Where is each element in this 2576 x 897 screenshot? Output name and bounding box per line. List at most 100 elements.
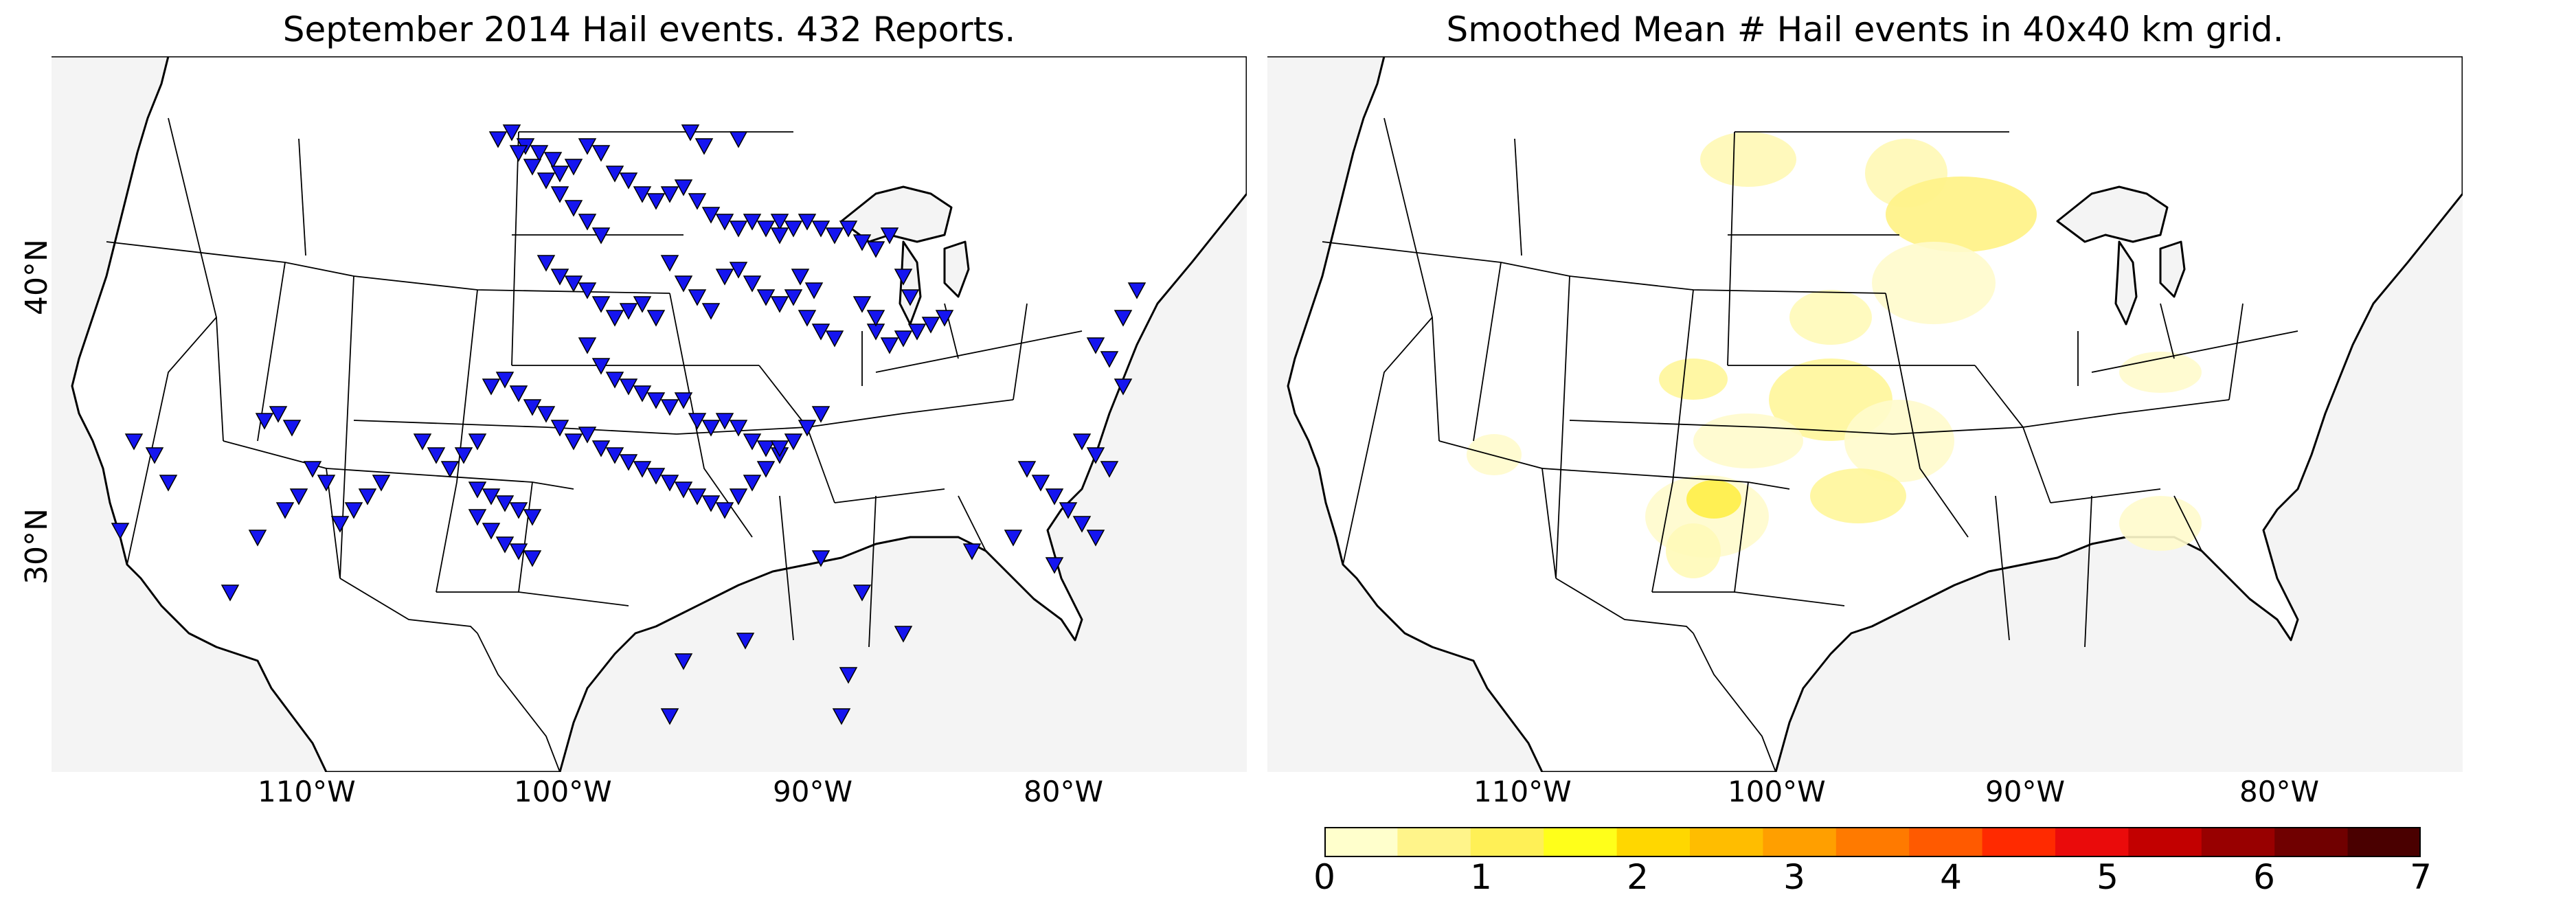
hail-report-marker — [427, 447, 446, 464]
hail-report-marker — [605, 372, 624, 389]
hail-report-marker — [770, 296, 789, 313]
hail-report-marker — [282, 420, 302, 437]
hail-report-marker — [536, 406, 556, 423]
hail-report-marker — [701, 420, 721, 437]
colorbar-segment — [2347, 827, 2421, 857]
hail-report-marker — [468, 509, 487, 526]
hail-report-marker — [523, 509, 542, 526]
hail-report-marker — [784, 289, 803, 306]
hail-report-marker — [372, 475, 391, 492]
hail-report-marker — [482, 523, 501, 540]
colorbar-segment — [1835, 827, 1910, 857]
left-lon-label-110w: 110°W — [258, 775, 356, 808]
colorbar-segment — [2128, 827, 2202, 857]
colorbar-segment — [1616, 827, 1691, 857]
hail-report-marker — [756, 220, 776, 238]
hail-report-marker — [798, 310, 817, 327]
right-lon-label-80w: 80°W — [2239, 775, 2319, 808]
hail-report-marker — [1004, 530, 1023, 547]
left-map-state-borders — [106, 117, 1083, 772]
right-panel-title: Smoothed Mean # Hail events in 40x40 km … — [1446, 10, 2284, 49]
left-lon-label-100w: 100°W — [514, 775, 612, 808]
hail-report-marker — [550, 166, 569, 183]
hail-report-marker — [1031, 475, 1050, 492]
hail-report-marker — [791, 269, 810, 286]
hail-report-marker — [221, 584, 240, 602]
hail-report-marker — [358, 488, 377, 506]
lat-label-30n: 30°N — [19, 508, 54, 584]
hail-report-marker — [880, 227, 899, 245]
hail-report-marker — [756, 461, 776, 478]
hail-report-marker — [674, 653, 693, 670]
colorbar-segment — [2055, 827, 2129, 857]
hail-report-marker — [564, 200, 583, 217]
hail-report-marker — [729, 488, 748, 506]
hail-report-marker — [145, 447, 164, 464]
hail-report-marker — [536, 172, 556, 190]
hail-report-marker — [715, 413, 734, 430]
hail-report-marker — [729, 131, 748, 148]
colorbar-segment — [1470, 827, 1544, 857]
hail-report-marker — [1114, 378, 1133, 396]
hail-report-marker — [901, 289, 920, 306]
hail-report-marker — [743, 214, 762, 231]
right-map-state-borders — [1322, 117, 2298, 772]
hail-report-marker — [811, 406, 831, 423]
hail-report-marker — [907, 323, 927, 341]
hail-report-marker — [756, 440, 776, 457]
hail-report-marker — [729, 220, 748, 238]
hail-report-marker — [1100, 351, 1119, 368]
hail-report-marker — [482, 378, 501, 396]
hail-report-marker — [578, 427, 597, 444]
hail-report-marker — [317, 475, 336, 492]
left-panel-title: September 2014 Hail events. 432 Reports. — [282, 10, 1016, 49]
hail-report-marker — [839, 667, 858, 684]
colorbar-segment — [2201, 827, 2275, 857]
hail-report-marker — [880, 337, 899, 354]
hail-report-marker — [530, 145, 549, 162]
hail-report-marker — [550, 186, 569, 203]
colorbar-segment — [1763, 827, 1837, 857]
hail-report-marker — [413, 433, 432, 451]
left-map — [52, 56, 1247, 772]
colorbar-segment — [1909, 827, 1983, 857]
hail-report-marker — [715, 502, 734, 519]
colorbar-segment — [1324, 827, 1398, 857]
hail-report-marker — [536, 255, 556, 272]
hail-report-marker — [811, 550, 831, 567]
hail-report-marker — [825, 330, 844, 348]
hail-report-marker — [495, 495, 515, 512]
hail-report-marker — [674, 392, 693, 409]
hail-report-marker — [289, 488, 308, 506]
hail-report-marker — [468, 433, 487, 451]
hail-report-marker — [852, 584, 872, 602]
left-map-land — [52, 56, 1247, 772]
hail-report-marker — [591, 440, 611, 457]
smoothed-hail-density — [1467, 132, 2202, 578]
hail-report-marker — [591, 227, 611, 245]
hail-report-marker — [743, 475, 762, 492]
hail-report-marker — [736, 633, 755, 650]
hail-report-marker — [743, 275, 762, 293]
hail-report-marker — [825, 227, 844, 245]
hail-report-marker — [832, 708, 851, 725]
lat-label-40n: 40°N — [19, 239, 54, 315]
hail-report-marker — [605, 447, 624, 464]
colorbar-tick-3: 3 — [1783, 857, 1805, 897]
hail-report-marker — [633, 385, 652, 402]
hail-report-marker — [1045, 488, 1064, 506]
hail-report-marker — [646, 468, 666, 485]
hail-report-marker — [894, 269, 913, 286]
colorbar-tick-4: 4 — [1940, 857, 1962, 897]
hail-report-marker — [578, 337, 597, 354]
hail-report-marker — [550, 420, 569, 437]
hail-report-marker — [1086, 337, 1105, 354]
hail-report-marker — [344, 502, 363, 519]
colorbar-tick-7: 7 — [2410, 857, 2432, 897]
hail-report-marker — [633, 461, 652, 478]
hail-report-marker — [275, 502, 295, 519]
hail-report-marker — [619, 378, 638, 396]
left-lon-label-90w: 90°W — [773, 775, 852, 808]
hail-report-marker — [1045, 557, 1064, 574]
hail-report-marker — [1059, 502, 1078, 519]
